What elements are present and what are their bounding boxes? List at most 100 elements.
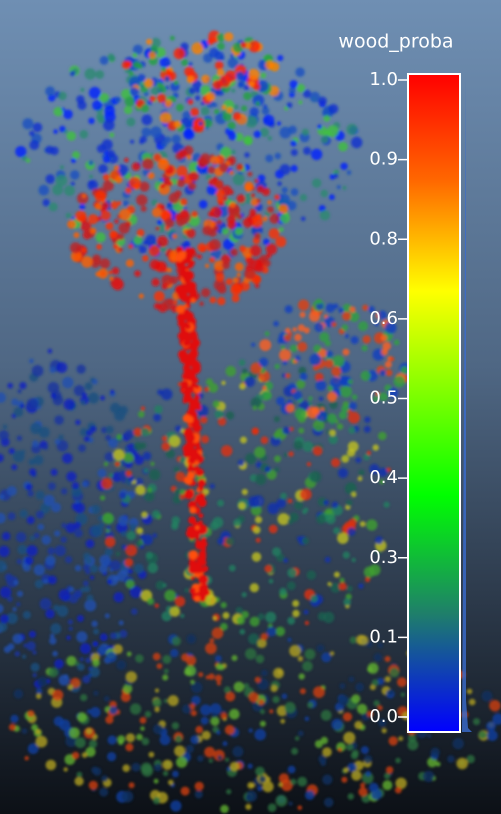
scale-title: wood_proba — [338, 31, 453, 53]
point-cluster — [27, 516, 35, 524]
trunk-point — [182, 270, 192, 280]
point-cluster — [298, 100, 302, 104]
point-cluster — [153, 653, 161, 661]
point-cluster — [161, 67, 166, 72]
point-cluster — [342, 186, 346, 190]
point-cluster — [245, 804, 251, 810]
point-cluster — [210, 522, 219, 531]
point-cluster — [158, 158, 170, 170]
point-cluster — [78, 444, 86, 452]
point-cluster — [233, 277, 239, 283]
point-cluster — [302, 129, 309, 136]
point-cluster — [31, 663, 40, 672]
point-cluster — [101, 478, 112, 489]
point-cluster — [86, 539, 95, 548]
point-cluster — [104, 105, 115, 116]
point-cluster — [54, 659, 64, 669]
point-cluster — [59, 589, 71, 601]
point-cluster — [274, 467, 279, 472]
point-cluster — [231, 150, 236, 155]
point-cluster — [141, 206, 147, 212]
point-cluster — [478, 731, 486, 739]
point-cluster — [367, 451, 371, 455]
point-cluster — [287, 519, 293, 525]
point-cluster — [221, 381, 225, 385]
point-cluster — [107, 150, 115, 158]
point-cluster — [67, 684, 73, 690]
point-cluster — [77, 365, 86, 374]
point-cluster — [80, 130, 89, 139]
point-cluster — [289, 645, 301, 657]
point-cluster — [237, 214, 243, 220]
point-cluster — [18, 545, 28, 555]
point-cluster — [217, 755, 222, 760]
point-cluster — [169, 193, 180, 204]
point-cluster — [49, 202, 58, 211]
point-cluster — [272, 696, 279, 703]
point-cluster — [329, 194, 335, 200]
point-cluster — [138, 74, 146, 82]
point-cluster — [135, 654, 144, 663]
point-cluster — [65, 556, 72, 563]
point-cluster — [133, 61, 140, 68]
point-cluster — [394, 340, 400, 346]
point-cluster — [125, 187, 132, 194]
trunk-point — [178, 251, 186, 259]
point-cluster — [287, 102, 293, 108]
point-cluster — [91, 621, 97, 627]
point-cluster — [101, 202, 109, 210]
point-cluster — [254, 233, 261, 240]
trunk-point — [191, 361, 195, 365]
trunk-point — [199, 550, 207, 558]
point-cluster — [115, 461, 120, 466]
point-cluster — [305, 790, 315, 800]
point-cluster — [245, 648, 256, 659]
point-cluster — [292, 610, 299, 617]
point-cluster — [395, 787, 402, 794]
point-cluster — [163, 178, 171, 186]
point-cluster — [128, 569, 133, 574]
trunk-point — [199, 567, 205, 573]
point-cluster — [125, 545, 137, 557]
point-cluster — [313, 446, 323, 456]
point-cluster — [136, 194, 147, 205]
point-cluster — [338, 748, 342, 752]
point-cluster — [251, 343, 255, 347]
point-cluster — [60, 165, 64, 169]
point-cluster — [98, 164, 107, 173]
point-cluster — [364, 755, 373, 764]
point-cluster — [116, 434, 122, 440]
point-cluster — [181, 787, 190, 796]
point-cluster — [469, 699, 476, 706]
point-cluster — [71, 182, 75, 186]
point-cluster — [45, 555, 55, 565]
point-cluster — [263, 391, 272, 400]
point-cluster — [372, 679, 379, 686]
point-cluster — [103, 174, 110, 181]
point-cluster — [347, 586, 353, 592]
trunk-point — [189, 405, 196, 412]
point-cluster — [249, 728, 253, 732]
point-cluster — [298, 805, 303, 810]
point-cluster — [360, 783, 365, 788]
point-cluster — [68, 619, 73, 624]
point-cluster — [284, 702, 295, 713]
point-cluster — [34, 533, 40, 539]
point-cluster — [170, 606, 180, 616]
point-cluster — [201, 107, 210, 116]
trunk-point — [195, 498, 200, 503]
point-cluster — [157, 94, 166, 103]
point-cluster — [133, 236, 142, 245]
point-cluster — [86, 728, 93, 735]
point-cluster — [119, 223, 130, 234]
point-cluster — [343, 349, 350, 356]
point-cluster — [98, 469, 107, 478]
point-cluster — [36, 491, 45, 500]
point-cluster — [311, 149, 322, 160]
trunk-point — [187, 464, 193, 470]
point-cluster — [149, 52, 156, 59]
point-cluster — [217, 297, 225, 305]
point-cluster — [100, 633, 108, 641]
point-cluster — [258, 699, 264, 705]
point-cluster — [238, 81, 244, 87]
